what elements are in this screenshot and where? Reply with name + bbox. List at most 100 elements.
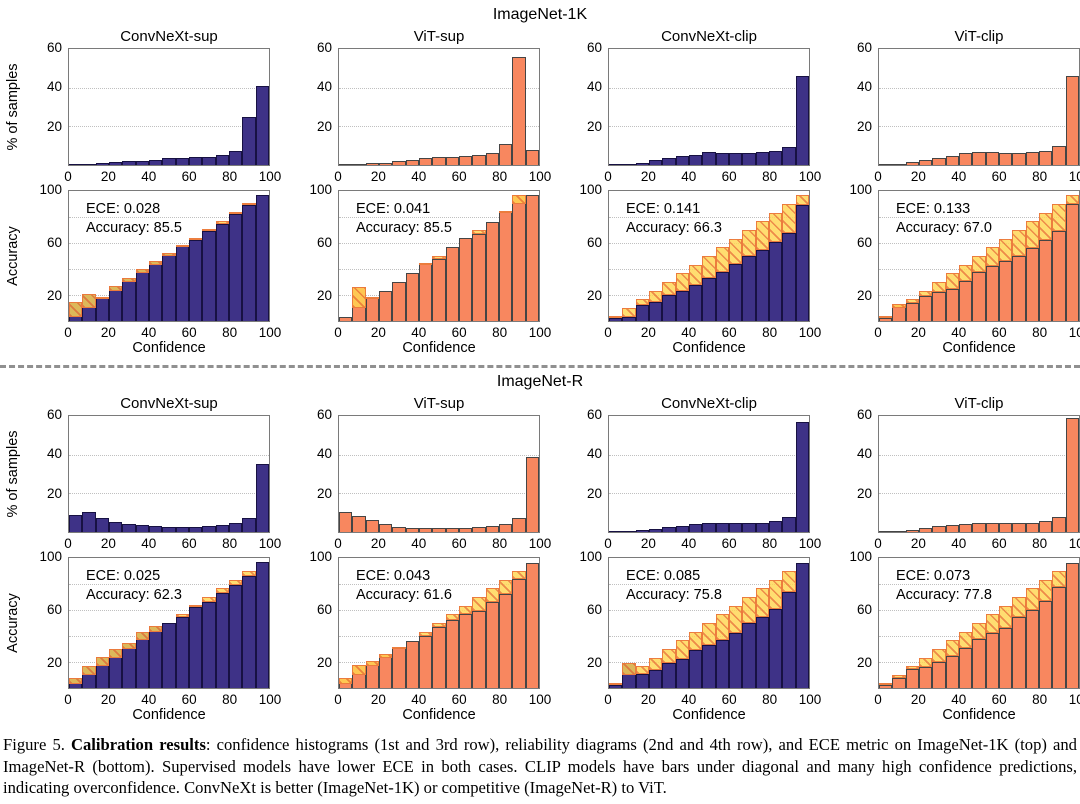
histogram-bar [135, 525, 149, 532]
x-tick-label: 60 [181, 536, 197, 551]
histogram-bar [485, 153, 499, 165]
gap-bar [215, 221, 229, 224]
gap-bar [1025, 221, 1039, 249]
accuracy-bar [255, 561, 269, 688]
histogram-bar [729, 153, 743, 165]
accuracy-value: Accuracy: 67.0 [896, 220, 992, 236]
y-tick-label: 60 [46, 407, 62, 422]
y-tick-label: 60 [46, 601, 62, 617]
gap-bar [189, 605, 203, 608]
accuracy-bar [635, 305, 649, 321]
accuracy-bar [689, 650, 703, 688]
gap-bar [622, 663, 636, 675]
accuracy-bar [742, 623, 756, 688]
accuracy-bar [1065, 204, 1079, 321]
x-tick-label: 60 [721, 536, 737, 551]
histogram-bar [1039, 150, 1053, 165]
histogram-bar [499, 143, 513, 165]
x-tick-label: 60 [991, 536, 1007, 551]
accuracy-value: Accuracy: 75.8 [626, 587, 722, 603]
gridline [879, 87, 1079, 89]
accuracy-bar [392, 282, 406, 321]
x-tick-label: 0 [874, 169, 882, 184]
histogram-bar [999, 523, 1013, 532]
plot-area [878, 190, 1080, 322]
gap-bar [122, 642, 136, 649]
gap-bar [472, 230, 486, 234]
histogram-bar [729, 523, 743, 532]
gap-bar [149, 625, 163, 632]
histogram-bar [242, 517, 256, 532]
x-tick-label: 80 [492, 325, 508, 340]
x-tick-label: 40 [951, 536, 967, 551]
accuracy-bar [905, 668, 919, 688]
histogram-bar [715, 523, 729, 532]
x-tick-label: 80 [762, 169, 778, 184]
histogram-bar [689, 524, 703, 532]
x-tick-label: 40 [141, 692, 157, 707]
confidence-axis-label: Confidence [132, 340, 206, 356]
histogram-panel-convnext-clip: ConvNeXt-clip 20 40 60 0 20 40 60 80 100 [540, 28, 821, 186]
histogram-bar [795, 421, 809, 532]
gap-bar [459, 605, 473, 614]
histogram-bar [109, 522, 123, 532]
gap-bar [972, 256, 986, 272]
accuracy-bar [525, 194, 539, 321]
figure-caption: Figure 5. Calibration results: confidenc… [0, 725, 1080, 799]
histogram-bar [82, 163, 96, 165]
plot-area [68, 190, 270, 322]
y-tick-label: 100 [579, 182, 602, 197]
gridline [879, 454, 1079, 456]
reliability-panel-vit-sup: ECE: 0.043 Accuracy: 61.6 20 60 100 0 20 40 60 80… [270, 549, 551, 725]
histogram-bar [472, 155, 486, 165]
x-tick-label: 80 [492, 536, 508, 551]
gap-bar [189, 238, 203, 241]
plot-area [878, 415, 1080, 533]
x-tick-label: 40 [411, 692, 427, 707]
gap-bar [175, 245, 189, 248]
histogram-bar [189, 157, 203, 165]
reliability-panel-convnext-sup: ECE: 0.028 Accuracy: 85.5 20 60 100 0 20 40 60 80… [0, 182, 281, 358]
gap-bar [95, 656, 109, 667]
histogram-bar [985, 523, 999, 532]
y-tick-label: 60 [316, 234, 332, 250]
panel-title: ViT-clip [954, 395, 1004, 412]
y-tick-label: 40 [856, 79, 872, 95]
accuracy-bar [162, 253, 176, 321]
x-tick-label: 60 [181, 692, 197, 707]
gridline [339, 87, 539, 89]
x-tick-label: 20 [370, 169, 386, 184]
x-tick-label: 80 [1032, 692, 1048, 707]
gap-bar [755, 588, 769, 617]
accuracy-bar [1039, 600, 1053, 688]
x-tick-label: 40 [411, 169, 427, 184]
x-tick-label: 0 [604, 325, 612, 340]
accuracy-value: Accuracy: 66.3 [626, 220, 722, 236]
x-tick-label: 100 [258, 692, 282, 707]
gap-bar [229, 212, 243, 215]
plot-area [338, 557, 540, 689]
histogram-bar [635, 530, 649, 532]
figure-panels: ImageNet-1K ConvNeXt-sup 20 40 60 0 20 40 60 80 10… [0, 4, 1080, 725]
accuracy-bar [999, 628, 1013, 688]
gap-bar [715, 247, 729, 272]
gap-bar [635, 299, 649, 306]
confidence-axis-label: Confidence [402, 340, 476, 356]
panel-title: ViT-sup [413, 395, 465, 412]
gap-bar [1039, 579, 1053, 601]
y-tick-label: 60 [586, 40, 602, 55]
gap-bar [622, 308, 636, 318]
accuracy-bar [715, 639, 729, 688]
gridline [69, 493, 269, 495]
histogram-bar [1012, 523, 1026, 532]
histogram-bar [675, 156, 689, 165]
histogram-bar [365, 520, 379, 532]
gap-bar [392, 647, 406, 649]
histogram-bar [352, 515, 366, 532]
x-tick-label: 60 [721, 169, 737, 184]
accuracy-bar [202, 231, 216, 321]
x-tick-label: 40 [681, 536, 697, 551]
gap-bar [932, 649, 946, 662]
y-axis-label-samples: % of samples [5, 63, 21, 151]
gap-bar [905, 299, 919, 303]
